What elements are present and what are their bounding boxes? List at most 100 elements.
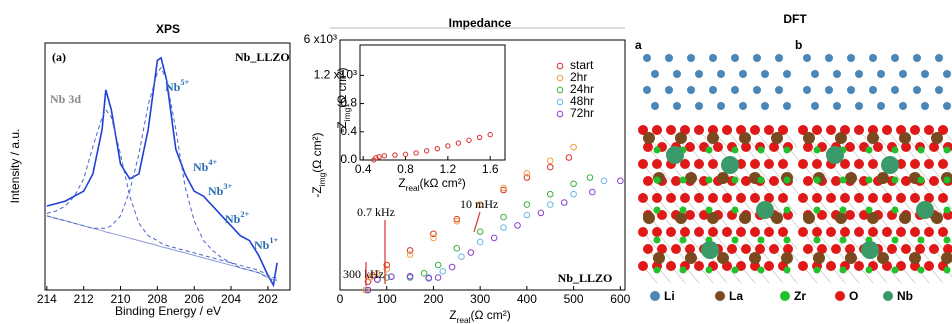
atom — [732, 237, 739, 244]
atom — [869, 54, 877, 62]
data-point — [435, 275, 441, 281]
x-tick-label: 204 — [221, 292, 241, 306]
atom — [882, 125, 892, 135]
atom — [727, 244, 737, 254]
atom — [750, 159, 760, 169]
atom — [896, 227, 906, 237]
atom — [638, 193, 648, 203]
atom — [803, 132, 815, 144]
annotation: Nb_LLZO — [558, 271, 613, 285]
atom — [666, 261, 676, 271]
x-tick-label: 500 — [564, 292, 584, 306]
data-point — [421, 271, 427, 277]
atom — [812, 227, 822, 237]
data-point — [547, 158, 553, 164]
atom — [750, 125, 760, 135]
atom — [892, 177, 899, 184]
atom — [899, 70, 907, 78]
data-point — [524, 171, 530, 177]
y-axis-label: -Zimg(Ω cm²) — [310, 132, 327, 197]
data-point — [601, 178, 607, 184]
legend-marker — [557, 111, 563, 117]
dft-title: DFT — [783, 12, 807, 26]
atom — [845, 142, 855, 152]
atom — [685, 142, 695, 152]
x-tick-label: 100 — [377, 292, 397, 306]
atom — [769, 244, 779, 254]
x-tick-label: 1.2 — [440, 162, 457, 176]
atom — [944, 267, 951, 274]
atom — [877, 102, 885, 110]
atom — [811, 102, 819, 110]
atom — [868, 227, 878, 237]
atom — [826, 227, 836, 237]
data-point — [589, 189, 595, 195]
data-point — [449, 264, 455, 270]
data-point — [440, 268, 446, 274]
atom — [935, 86, 943, 94]
annotation-part: Nb_LLZO — [558, 271, 613, 285]
atom — [882, 193, 892, 203]
atom — [896, 193, 906, 203]
annotation-part: 10 mHz — [460, 197, 498, 211]
atom — [881, 156, 899, 174]
atom — [717, 70, 725, 78]
legend-marker — [835, 291, 845, 301]
atom — [892, 207, 899, 214]
legend-marker — [883, 291, 893, 301]
atom — [694, 193, 704, 203]
x-tick-label: 400 — [517, 292, 537, 306]
legend-label: Nb — [897, 289, 913, 303]
atom — [653, 252, 665, 264]
atom — [717, 172, 729, 184]
atom — [813, 252, 825, 264]
x-tick-label: 212 — [74, 292, 94, 306]
atom — [913, 54, 921, 62]
atom — [803, 176, 813, 186]
data-point — [501, 214, 507, 220]
x-tick-label: 300 — [470, 292, 490, 306]
atom — [643, 132, 655, 144]
atom — [840, 227, 850, 237]
atom — [643, 176, 653, 186]
annotation-part: Nb_LLZO — [235, 50, 290, 64]
atom — [847, 86, 855, 94]
legend-marker — [557, 63, 563, 69]
annotation-part: Nb — [208, 184, 224, 198]
atom — [812, 125, 822, 135]
atom — [868, 159, 878, 169]
atom — [784, 267, 791, 274]
atom — [694, 227, 704, 237]
spectrum-line — [47, 110, 277, 278]
atom — [814, 177, 821, 184]
figure: 214212210208206204202XPSBinding Energy /… — [0, 0, 952, 324]
data-point — [459, 254, 465, 260]
atom — [845, 252, 857, 264]
atom — [901, 244, 911, 254]
y-axis-label-part: img — [317, 172, 327, 186]
data-point — [431, 235, 437, 241]
x-axis-label-part: real — [457, 315, 471, 324]
atom — [803, 212, 815, 224]
y-tick-label: 0.0 — [340, 152, 357, 166]
data-point — [491, 235, 497, 241]
annotation: Nb4+ — [193, 158, 218, 173]
x-tick-label: 0.8 — [397, 162, 414, 176]
atom — [717, 252, 729, 264]
atom — [869, 86, 877, 94]
atom — [722, 125, 732, 135]
atom — [825, 54, 833, 62]
atom — [835, 132, 847, 144]
atom — [638, 159, 648, 169]
annotation: Nb5+ — [165, 78, 190, 93]
atom — [651, 70, 659, 78]
y-axis-label-part: -Z — [335, 121, 349, 132]
atom — [784, 177, 791, 184]
atom — [826, 261, 836, 271]
atom — [706, 177, 713, 184]
legend-marker — [557, 75, 563, 81]
atom — [867, 212, 879, 224]
atom — [654, 147, 661, 154]
y-tick-label: 6 x10³ — [304, 32, 337, 46]
atom — [899, 102, 907, 110]
